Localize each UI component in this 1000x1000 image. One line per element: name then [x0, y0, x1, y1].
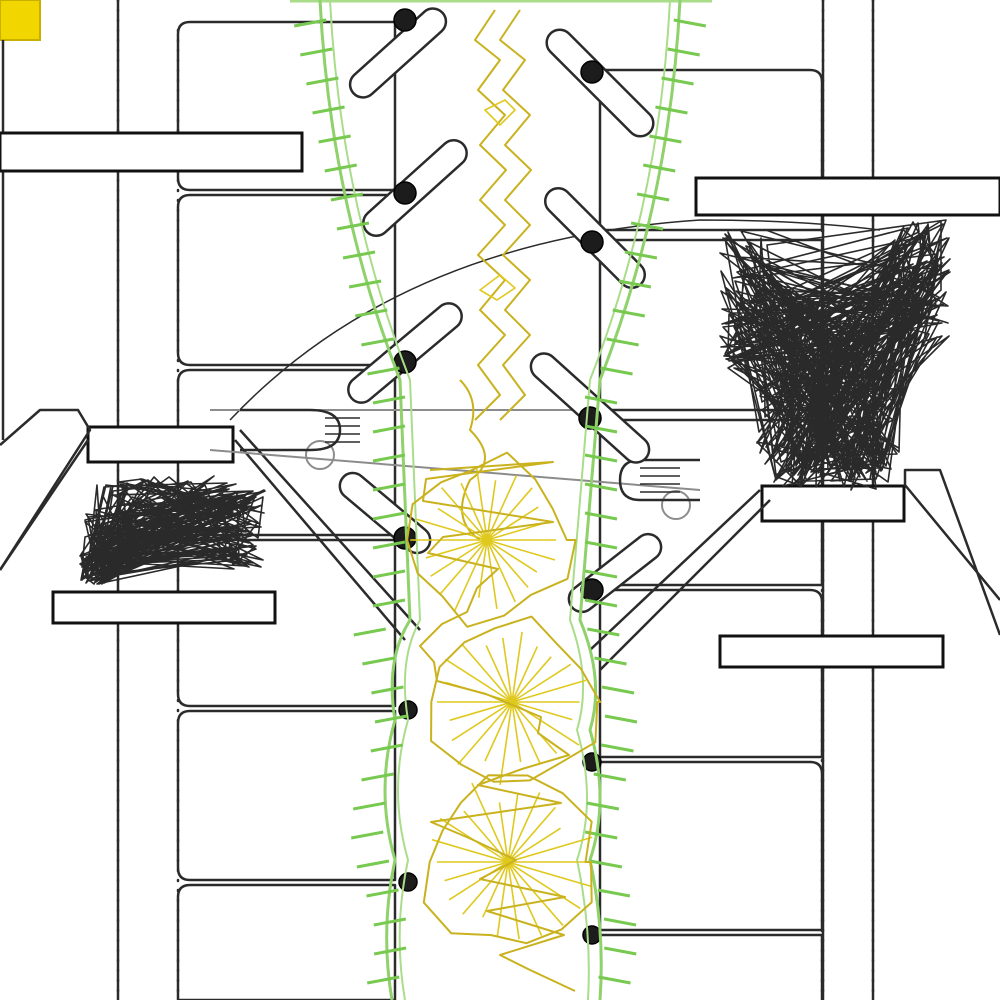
- channel-tick: [584, 511, 618, 521]
- channel-tick: [584, 424, 618, 434]
- flower-vines: [419, 461, 576, 992]
- channel-tick: [366, 975, 400, 985]
- channel-tick: [371, 685, 404, 695]
- channel-tick: [594, 656, 627, 666]
- channel-tick: [300, 47, 333, 57]
- bar-mid-left: [86, 425, 235, 464]
- channel-tick: [667, 47, 700, 57]
- channel-tick: [624, 250, 658, 260]
- channel-tick: [584, 598, 618, 608]
- burst-flower-icon: [406, 451, 577, 628]
- channel-tick: [630, 221, 664, 231]
- channel-tick: [324, 163, 358, 173]
- channel-tick: [597, 888, 631, 898]
- bar-mid-right: [760, 484, 906, 523]
- channel-tick: [293, 18, 327, 28]
- channel-tick: [673, 18, 707, 28]
- channel-tick: [372, 511, 406, 521]
- channel-tick: [373, 946, 407, 956]
- corner-marker-icon: [0, 0, 41, 41]
- channel-tick: [374, 714, 408, 724]
- flowers: [406, 451, 602, 992]
- burst-flower-icon: [422, 774, 593, 945]
- channel-tick: [318, 134, 351, 144]
- channel-tick: [352, 801, 386, 811]
- channel-tick: [366, 888, 399, 898]
- channel-tick: [356, 859, 390, 869]
- channel-tick: [372, 424, 406, 434]
- channel-tick: [330, 192, 364, 202]
- bar-low-right: [718, 634, 945, 669]
- channel-tick: [584, 453, 618, 463]
- channel-tick: [350, 830, 384, 840]
- channel-tick: [372, 395, 406, 405]
- channel-tick: [342, 250, 376, 260]
- channel-tick: [584, 482, 618, 492]
- channel-tick: [587, 627, 620, 637]
- channel-tick: [604, 714, 638, 724]
- bar-low-left: [51, 590, 277, 625]
- channel-tick: [336, 221, 370, 231]
- gear-icon: [393, 181, 417, 205]
- channel-tick: [348, 279, 382, 289]
- channel-tick: [636, 192, 670, 202]
- channel-tick: [593, 772, 627, 782]
- scribble-nest-icon: [79, 475, 266, 585]
- green-channel: [290, 0, 712, 1000]
- channel-tick: [598, 975, 631, 985]
- gear-icon: [582, 925, 602, 945]
- scribble-nest-icon: [719, 219, 951, 491]
- channel-tick: [373, 917, 407, 927]
- channel-tick: [372, 569, 406, 579]
- channel-tick: [353, 627, 387, 637]
- gear-icon: [580, 230, 604, 254]
- gear-icon: [398, 872, 418, 892]
- channel-tick: [649, 134, 682, 144]
- channel-tick: [661, 76, 694, 86]
- channel-tick: [604, 946, 637, 956]
- channel-tick: [312, 105, 345, 115]
- channel-tick: [306, 76, 339, 86]
- gear-icon-group: [393, 8, 604, 945]
- channel-tick: [600, 366, 633, 376]
- bar-top-left: [0, 131, 304, 173]
- gear-icon: [580, 60, 604, 84]
- channel-tick: [584, 569, 618, 579]
- channel-tick: [618, 279, 652, 289]
- channel-tick: [606, 337, 639, 347]
- vine-zigzag: [459, 9, 532, 541]
- channel-tick: [362, 656, 395, 666]
- channel-tick: [372, 540, 406, 550]
- channel-tick: [601, 743, 634, 753]
- channel-tick: [354, 308, 388, 318]
- channel-tick: [655, 105, 688, 115]
- channel-tick: [370, 743, 404, 753]
- gear-icon: [393, 8, 417, 32]
- channel-tick: [367, 366, 400, 376]
- channel-tick: [642, 163, 676, 173]
- channel-tick: [584, 540, 618, 550]
- channel-tick: [361, 337, 394, 347]
- channel-tick: [372, 453, 406, 463]
- channel-tick: [361, 772, 394, 782]
- channel-tick: [372, 482, 406, 492]
- channel-tick: [584, 395, 618, 405]
- channel-tick: [603, 917, 637, 927]
- channel-tick: [601, 685, 635, 695]
- channel-tick: [372, 598, 406, 608]
- burst-flower-icon: [430, 615, 602, 786]
- channel-tick: [612, 308, 646, 318]
- channel-tick: [589, 859, 623, 869]
- bar-top-right: [694, 176, 1000, 217]
- channel-tick: [586, 801, 620, 811]
